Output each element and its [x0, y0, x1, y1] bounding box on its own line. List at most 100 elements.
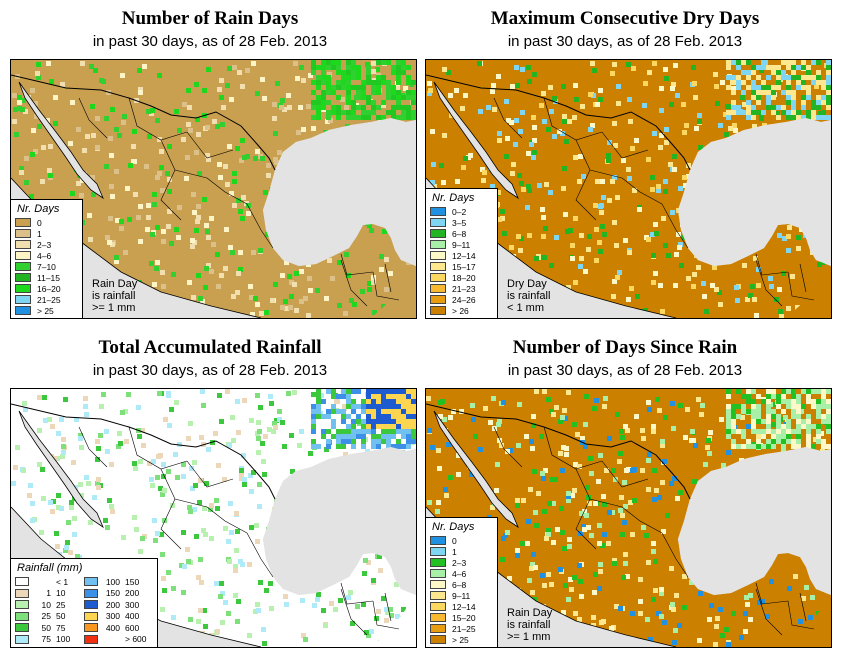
grid-cell [341, 110, 346, 115]
grid-cell [316, 409, 321, 414]
grid-cell [501, 400, 506, 405]
grid-cell [150, 232, 155, 237]
grid-cell [386, 444, 391, 449]
grid-cell [662, 620, 667, 625]
grid-cell [162, 588, 167, 593]
grid-cell [108, 216, 113, 221]
grid-cell [431, 162, 436, 167]
grid-cell [786, 110, 791, 115]
grid-cell [750, 284, 755, 289]
grid-cell [806, 419, 811, 424]
grid-cell [35, 71, 40, 76]
grid-cell [743, 629, 748, 634]
grid-cell [593, 572, 598, 577]
grid-cell [463, 93, 468, 98]
grid-cell [791, 414, 796, 419]
legend-low: 50 [41, 622, 51, 633]
grid-cell [206, 447, 211, 452]
grid-cell [316, 100, 321, 105]
grid-cell [361, 110, 366, 115]
grid-cell [275, 81, 280, 86]
grid-cell [119, 219, 124, 224]
grid-cell [351, 100, 356, 105]
grid-cell [326, 389, 331, 394]
grid-cell [233, 568, 238, 573]
grid-cell [490, 184, 495, 189]
grid-cell [796, 409, 801, 414]
grid-cell [766, 439, 771, 444]
grid-cell [529, 439, 534, 444]
grid-cell [128, 163, 133, 168]
grid-cell [198, 557, 203, 562]
grid-cell [799, 409, 804, 414]
state-boundary [799, 263, 807, 293]
grid-cell [607, 436, 612, 441]
grid-cell [272, 102, 277, 107]
grid-cell [155, 260, 160, 265]
grid-cell [118, 441, 123, 446]
grid-cell [588, 456, 593, 461]
grid-cell [255, 91, 260, 96]
grid-cell [361, 429, 366, 434]
grid-cell [326, 110, 331, 115]
grid-cell [625, 428, 630, 433]
grid-cell [356, 90, 361, 95]
grid-cell [635, 294, 640, 299]
grid-cell [595, 179, 600, 184]
grid-cell [796, 429, 801, 434]
state-boundary [206, 506, 248, 534]
grid-cell [238, 250, 243, 255]
grid-cell [741, 404, 746, 409]
grid-cell [188, 617, 193, 622]
grid-cell [659, 133, 664, 138]
grid-cell [761, 85, 766, 90]
grid-cell [376, 115, 381, 120]
grid-cell [169, 407, 174, 412]
grid-cell [791, 70, 796, 75]
grid-cell [578, 154, 583, 159]
grid-cell [236, 599, 241, 604]
grid-cell [726, 115, 731, 120]
grid-cell [376, 424, 381, 429]
grid-cell [726, 110, 731, 115]
grid-cell [366, 65, 371, 70]
grid-cell [601, 195, 606, 200]
grid-cell [351, 115, 356, 120]
grid-cell [585, 485, 590, 490]
legend-swatch [430, 591, 446, 600]
grid-cell [30, 88, 35, 93]
legend-item: 18–20 [430, 272, 493, 283]
grid-cell [261, 459, 266, 464]
grid-cell [634, 414, 639, 419]
grid-cell [68, 141, 73, 146]
grid-cell [743, 611, 748, 616]
grid-cell [103, 518, 108, 523]
grid-cell [351, 60, 356, 65]
grid-cell [606, 158, 611, 163]
grid-cell [699, 412, 704, 417]
grid-cell [406, 75, 411, 80]
grid-cell [181, 590, 186, 595]
grid-cell [801, 105, 806, 110]
grid-cell [182, 564, 187, 569]
grid-cell [230, 250, 235, 255]
grid-cell [336, 110, 341, 115]
grid-cell [236, 198, 241, 203]
grid-cell [640, 428, 645, 433]
grid-cell [532, 125, 537, 130]
grid-cell [648, 637, 653, 642]
grid-cell [215, 629, 220, 634]
grid-cell [293, 61, 298, 66]
gulf-of-mexico [678, 447, 831, 595]
legend-low: 1 [46, 588, 51, 599]
grid-cell [396, 394, 401, 399]
grid-cell [626, 62, 631, 67]
legend-swatch [15, 240, 31, 249]
grid-cell [779, 314, 784, 318]
grid-cell [610, 510, 615, 515]
grid-cell [388, 271, 393, 276]
grid-cell [336, 60, 341, 65]
grid-cell [391, 95, 396, 100]
grid-cell [401, 389, 406, 394]
grid-cell [401, 95, 406, 100]
